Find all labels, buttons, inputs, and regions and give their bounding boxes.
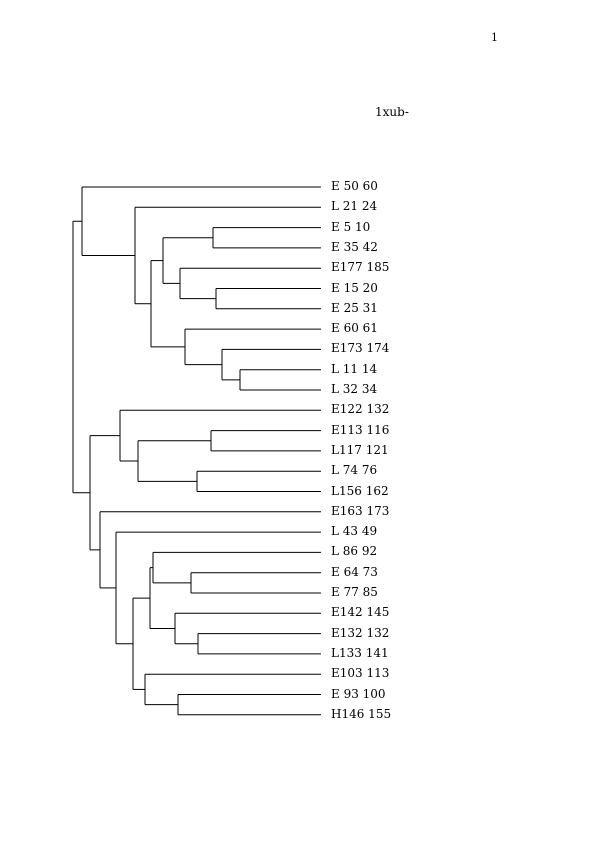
- leaf-label: E 5 10: [331, 219, 371, 234]
- leaf-label: E173 174: [331, 341, 390, 356]
- leaf-label: H146 155: [331, 706, 392, 721]
- leaf-label: L 11 14: [331, 361, 378, 376]
- leaf-label: E122 132: [331, 402, 390, 417]
- leaf-label: E 50 60: [331, 179, 378, 193]
- leaf-label: E103 113: [331, 666, 390, 681]
- leaf-label: E 60 61: [331, 321, 378, 336]
- leaf-label: E142 145: [331, 605, 390, 620]
- page-number: 1: [491, 31, 498, 44]
- leaf-label: E163 173: [331, 503, 390, 518]
- diagram-title: 1xub-: [375, 105, 409, 119]
- leaf-label: L156 162: [331, 483, 389, 498]
- leaf-label: L 21 24: [331, 199, 378, 214]
- leaf-label: E 64 73: [331, 564, 378, 579]
- leaf-label: E 93 100: [331, 686, 386, 701]
- leaf-label: E177 185: [331, 260, 390, 275]
- leaf-label: L117 121: [331, 442, 389, 457]
- leaf-label: E 77 85: [331, 585, 378, 599]
- leaf-label: L133 141: [331, 645, 389, 660]
- leaf-label: E132 132: [331, 625, 390, 640]
- leaf-label: L 74 76: [331, 463, 378, 478]
- leaf-label: L 86 92: [331, 544, 378, 559]
- leaf-label: E113 116: [331, 422, 390, 437]
- leaf-label: E 35 42: [331, 239, 378, 254]
- leaf-label: E 25 31: [331, 300, 378, 315]
- leaf-label: L 43 49: [331, 524, 378, 539]
- leaf-label: E 15 20: [331, 280, 378, 295]
- leaf-label: L 32 34: [331, 382, 378, 396]
